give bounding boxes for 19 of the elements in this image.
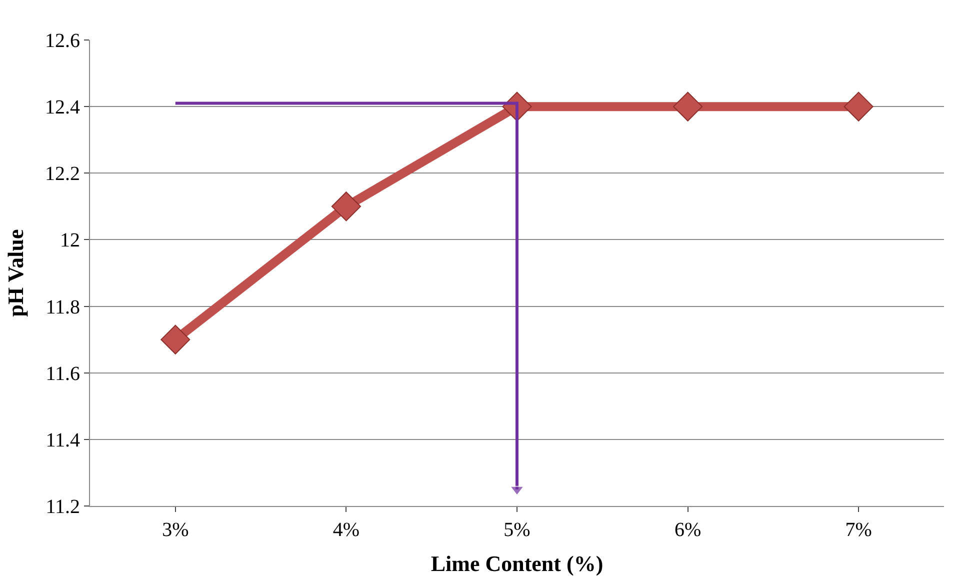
y-tick-label: 11.4: [46, 429, 80, 452]
x-tick-label: 7%: [845, 519, 872, 541]
y-tick-label: 12.2: [45, 163, 80, 186]
y-tick-label: 11.6: [46, 362, 80, 385]
x-tick-label: 5%: [504, 519, 530, 541]
x-tick-label: 3%: [162, 519, 189, 541]
y-tick-label: 11.2: [46, 496, 80, 518]
y-tick-label: 11.8: [46, 296, 80, 318]
y-tick-label: 12: [60, 230, 80, 252]
y-tick-label: 12.6: [45, 30, 80, 52]
x-axis-title: Lime Content (%): [430, 550, 604, 576]
point: [160, 324, 190, 354]
x-tick-label: 4%: [332, 519, 360, 541]
point: [673, 92, 703, 122]
y-axis-title: pH Value: [2, 229, 28, 317]
point: [331, 192, 361, 222]
x-tick-label: 6%: [674, 519, 702, 541]
y-tick-label: 12.4: [45, 96, 80, 119]
point: [844, 92, 874, 122]
